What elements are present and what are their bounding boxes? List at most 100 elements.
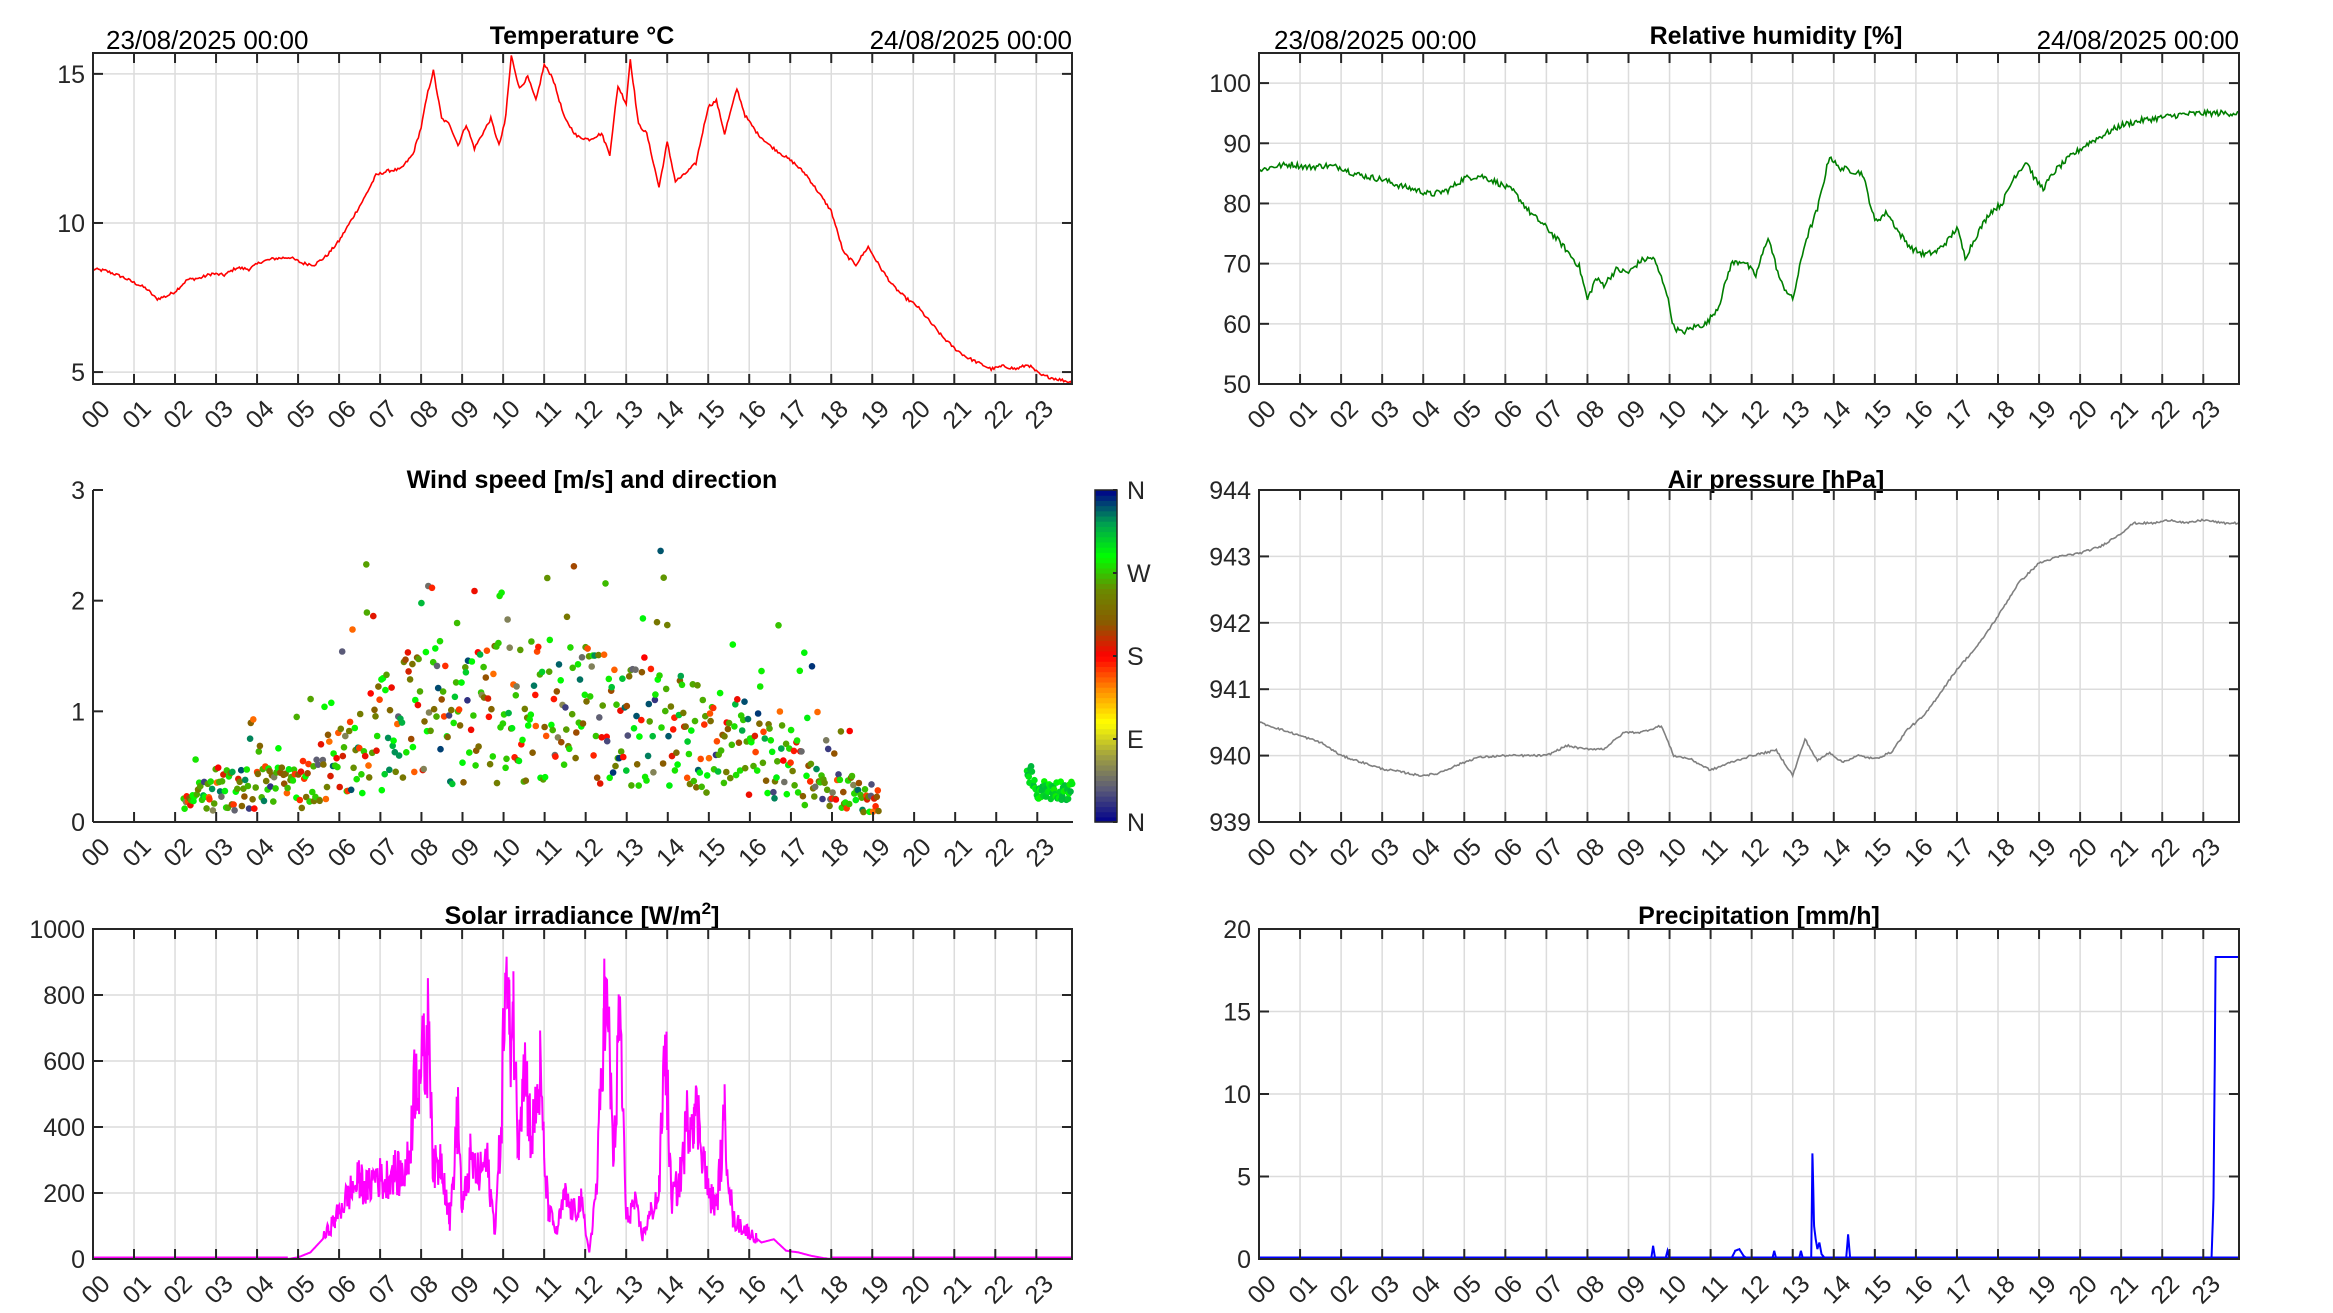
- wind-point: [262, 777, 270, 785]
- x-tick-label: 10: [486, 395, 525, 434]
- wind-point: [713, 738, 721, 745]
- wind-point: [541, 773, 549, 781]
- wind-point: [789, 767, 796, 775]
- wind-point: [673, 749, 680, 756]
- wind-point: [639, 615, 647, 622]
- x-tick-label: 07: [363, 1270, 402, 1309]
- wind-point: [508, 724, 516, 732]
- wind-point: [458, 679, 465, 686]
- wind-point: [829, 789, 836, 796]
- colorbar-segment: [1095, 645, 1117, 652]
- x-tick-label: 12: [1735, 833, 1774, 872]
- wind-point: [323, 783, 331, 791]
- wind-point: [613, 701, 620, 708]
- wind-point: [791, 782, 798, 789]
- x-tick-label: 21: [938, 395, 977, 434]
- y-tick-label: 60: [1223, 311, 1251, 339]
- x-tick-label: 20: [2063, 1270, 2102, 1309]
- wind-point: [254, 770, 262, 778]
- wind-point: [650, 769, 657, 776]
- wind-point: [333, 754, 340, 762]
- wind-point: [472, 762, 479, 769]
- wind-point: [623, 767, 630, 774]
- wind-point: [206, 796, 213, 803]
- wind-point: [562, 704, 569, 711]
- precipitation-panel: Precipitation [mm/h] 00 01 02 03 04 05 06 07 08 0…: [1223, 902, 2240, 1309]
- wind-point: [563, 726, 570, 733]
- wind-point: [850, 781, 857, 789]
- wind-point: [787, 726, 795, 734]
- wind-point: [440, 713, 448, 720]
- colorbar-segment: [1095, 780, 1117, 787]
- colorbar-segment: [1095, 801, 1117, 808]
- wind-point: [822, 737, 830, 744]
- wind-point: [415, 655, 422, 663]
- wind-point: [376, 696, 383, 703]
- wind-point: [548, 721, 555, 729]
- wind-point: [813, 765, 820, 773]
- wind-point: [476, 651, 484, 658]
- wind-point: [578, 654, 586, 661]
- colorbar-segment: [1095, 624, 1117, 631]
- wind-point: [832, 796, 840, 803]
- wind-point: [515, 757, 523, 765]
- x-tick-label: 09: [1612, 395, 1651, 434]
- wind-point: [527, 711, 535, 718]
- x-tick-label: 16: [733, 833, 772, 872]
- wind-point: [296, 796, 304, 804]
- wind-point: [823, 786, 831, 794]
- wind-point: [245, 805, 253, 812]
- wind-point: [395, 752, 403, 759]
- wind-point: [595, 651, 602, 659]
- colorbar-segment: [1095, 650, 1117, 657]
- wind-point: [421, 718, 428, 725]
- wind-point: [558, 738, 565, 746]
- x-tick-label: 13: [1776, 1270, 1815, 1309]
- x-tick-label: 10: [486, 1270, 525, 1309]
- y-tick-label: 10: [1223, 1081, 1251, 1109]
- x-tick-label: 10: [1653, 1270, 1692, 1309]
- wind-point: [347, 786, 355, 794]
- x-tick-label: 10: [1653, 395, 1692, 434]
- wind-point: [852, 796, 860, 804]
- wind-point: [741, 764, 749, 772]
- wind-point: [373, 747, 380, 754]
- x-tick-label: 16: [1899, 1270, 1938, 1309]
- x-tick-label: 23: [1020, 833, 1059, 872]
- colorbar-segment: [1095, 526, 1117, 533]
- wind-point: [389, 742, 397, 750]
- wind-point: [414, 701, 422, 709]
- wind-point: [732, 701, 739, 708]
- wind-point: [409, 660, 416, 668]
- wind-point: [339, 752, 347, 760]
- wind-point: [705, 754, 713, 762]
- wind-point: [819, 795, 826, 803]
- x-tick-label: 02: [158, 833, 197, 872]
- wind-point: [574, 661, 582, 668]
- wind-point: [324, 731, 332, 739]
- colorbar-segment: [1095, 573, 1117, 579]
- wind-point: [437, 745, 444, 753]
- wind-point: [694, 682, 701, 689]
- wind-point: [216, 788, 224, 795]
- wind-point: [745, 791, 753, 798]
- colorbar-segment: [1095, 759, 1117, 766]
- wind-point: [683, 774, 691, 782]
- x-tick-label: 10: [1653, 833, 1692, 872]
- y-tick-label: 90: [1223, 130, 1251, 158]
- wind-point: [207, 778, 214, 785]
- wind-point: [468, 658, 476, 665]
- x-tick-label: 14: [650, 395, 690, 435]
- wind-point: [192, 756, 199, 763]
- wind-point: [555, 661, 563, 668]
- precipitation-title: Precipitation [mm/h]: [1638, 902, 1880, 930]
- x-tick-label: 12: [568, 395, 607, 434]
- wind-point: [662, 707, 669, 715]
- colorbar-segment: [1095, 536, 1117, 543]
- wind-point: [835, 771, 842, 778]
- wind-point: [284, 784, 291, 792]
- wind-point: [237, 766, 245, 774]
- x-tick-label: 13: [1776, 395, 1815, 434]
- wind-point: [316, 797, 324, 805]
- wind-point: [342, 732, 349, 740]
